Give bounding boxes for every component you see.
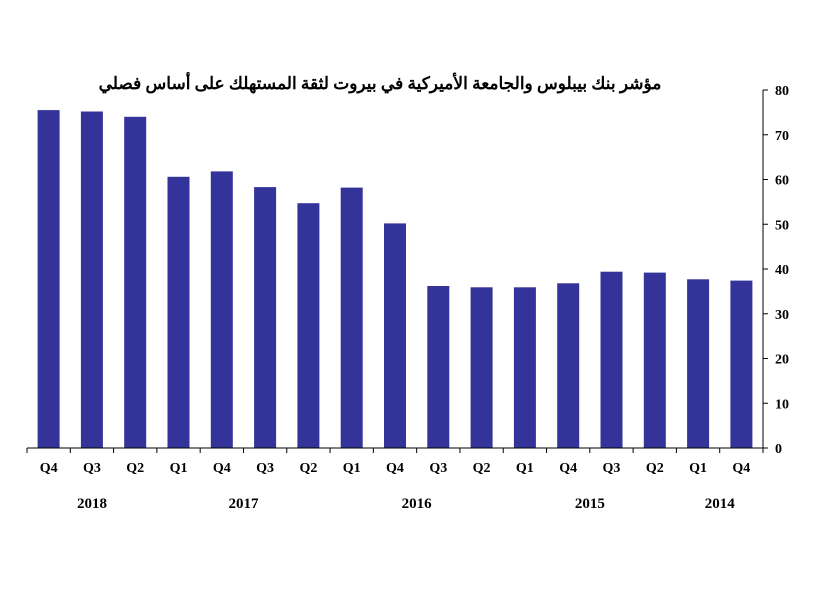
chart-title: مؤشر بنك بيبلوس والجامعة الأميركية في بي… <box>98 74 662 93</box>
y-tick-label: 40 <box>775 263 789 278</box>
x-tick-label: Q4 <box>40 461 58 476</box>
x-tick-label: Q2 <box>126 461 144 476</box>
bar <box>124 116 147 449</box>
year-label: 2018 <box>77 496 107 512</box>
x-tick-label: Q1 <box>516 461 534 476</box>
y-tick-label: 0 <box>775 442 782 457</box>
x-tick-label: Q4 <box>732 461 750 476</box>
x-tick-label: Q3 <box>429 461 447 476</box>
y-tick-label: 30 <box>775 308 789 323</box>
x-tick-label: Q1 <box>170 461 188 476</box>
bar <box>80 111 103 448</box>
bar <box>37 110 60 448</box>
bar <box>513 287 536 448</box>
y-tick-label: 80 <box>775 84 789 99</box>
bar <box>167 176 190 449</box>
x-tick-label: Q3 <box>83 461 101 476</box>
bar <box>210 171 233 448</box>
bar <box>557 283 580 448</box>
bar <box>470 287 493 448</box>
x-tick-label: Q4 <box>213 461 231 476</box>
x-tick-label: Q2 <box>299 461 317 476</box>
y-tick-label: 50 <box>775 218 789 233</box>
bar <box>687 279 710 448</box>
bar <box>297 203 320 448</box>
y-tick-label: 60 <box>775 174 789 189</box>
x-tick-label: Q1 <box>343 461 361 476</box>
x-tick-label: Q2 <box>473 461 491 476</box>
bar <box>254 187 277 448</box>
bar <box>600 271 623 448</box>
year-label: 2016 <box>402 496 433 512</box>
y-tick-label: 70 <box>775 129 789 144</box>
bar <box>427 286 450 448</box>
x-tick-label: Q3 <box>256 461 274 476</box>
y-tick-label: 10 <box>775 397 789 412</box>
year-label: 2015 <box>575 496 605 512</box>
x-tick-label: Q4 <box>559 461 577 476</box>
x-tick-label: Q2 <box>646 461 664 476</box>
x-tick-label: Q1 <box>689 461 707 476</box>
bar <box>340 187 363 448</box>
bar <box>730 280 753 448</box>
x-tick-label: Q4 <box>386 461 404 476</box>
year-label: 2017 <box>228 496 259 512</box>
bar <box>384 223 406 448</box>
y-tick-label: 20 <box>775 353 789 368</box>
year-label: 2014 <box>705 496 736 512</box>
bar <box>643 272 666 448</box>
x-tick-label: Q3 <box>603 461 621 476</box>
